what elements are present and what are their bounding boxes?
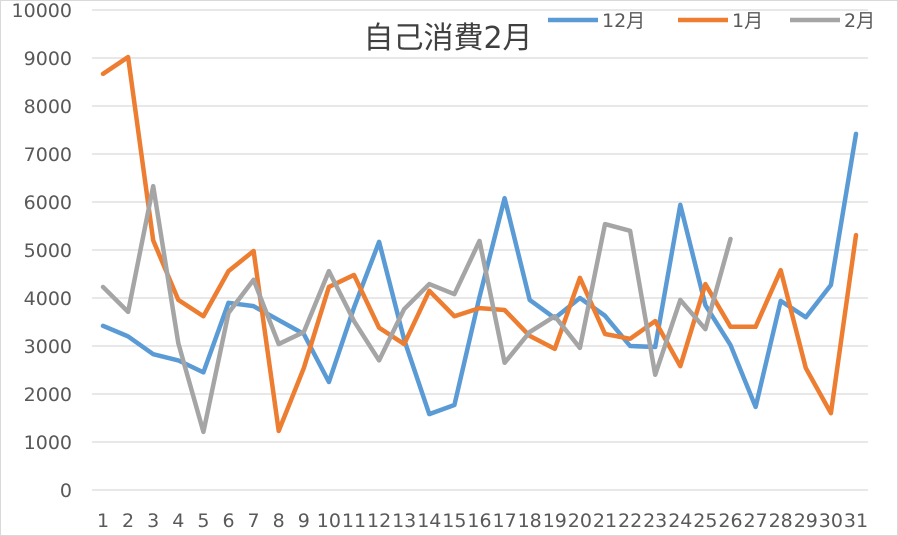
x-tick-label: 6 [222,510,234,532]
x-tick-label: 24 [668,510,692,532]
x-tick-label: 27 [744,510,768,532]
series-line-2 [100,183,733,435]
x-tick-label: 29 [794,510,818,532]
y-tick-label: 3000 [24,336,72,358]
x-tick-label: 3 [147,510,159,532]
x-tick-label: 28 [769,510,793,532]
x-tick-label: 9 [298,510,310,532]
x-tick-label: 20 [568,510,592,532]
x-tick-label: 30 [819,510,843,532]
x-tick-label: 17 [493,510,517,532]
x-axis-ticks: 1 2 3 4 5 6 7 8 9 10 11 12 13 14 15 16 17 18 19 20 21 22 23 24 2… [97,510,868,532]
x-tick-label: 7 [248,510,260,532]
y-tick-label: 5000 [24,240,72,262]
legend-label: 1月 [732,10,763,32]
x-tick-label: 26 [718,510,742,532]
x-tick-label: 14 [417,510,441,532]
y-tick-label: 0 [60,480,72,502]
x-tick-label: 11 [342,510,366,532]
series-lines [100,54,859,435]
legend-label: 2月 [844,10,875,32]
x-tick-label: 22 [618,510,642,532]
y-tick-label: 9000 [24,48,72,70]
x-tick-label: 31 [844,510,868,532]
y-tick-label: 4000 [24,288,72,310]
x-tick-label: 19 [543,510,567,532]
x-tick-label: 25 [693,510,717,532]
legend: 12月 1月 2月 [548,10,875,32]
x-tick-label: 2 [122,510,134,532]
x-tick-label: 23 [643,510,667,532]
y-tick-label: 7000 [24,144,72,166]
y-tick-label: 6000 [24,192,72,214]
y-tick-label: 8000 [24,96,72,118]
x-tick-label: 5 [197,510,209,532]
x-tick-label: 13 [392,510,416,532]
x-tick-label: 15 [442,510,466,532]
x-tick-label: 21 [593,510,617,532]
x-tick-label: 18 [518,510,542,532]
y-tick-label: 10000 [12,0,72,22]
x-tick-label: 10 [317,510,341,532]
x-tick-label: 8 [273,510,285,532]
x-tick-label: 4 [172,510,184,532]
y-tick-label: 1000 [24,432,72,454]
x-tick-label: 1 [97,510,109,532]
y-axis-ticks: 0 1000 2000 3000 4000 5000 6000 7000 8000 9000 100… [12,0,72,502]
legend-label: 12月 [602,10,645,32]
x-tick-label: 12 [367,510,391,532]
x-tick-label: 16 [467,510,491,532]
y-tick-label: 2000 [24,384,72,406]
chart-title: 自己消費2月 [363,21,532,56]
